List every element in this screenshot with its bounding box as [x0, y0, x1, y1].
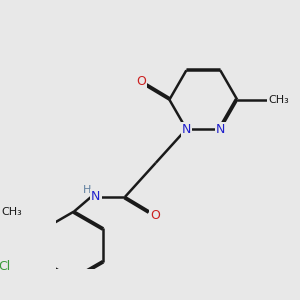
- Text: CH₃: CH₃: [268, 95, 289, 105]
- Text: CH₃: CH₃: [1, 207, 22, 217]
- Text: Cl: Cl: [0, 260, 11, 273]
- Text: N: N: [91, 190, 101, 203]
- Text: N: N: [216, 123, 225, 136]
- Text: O: O: [136, 75, 146, 88]
- Text: N: N: [182, 123, 191, 136]
- Text: H: H: [83, 185, 91, 195]
- Text: O: O: [150, 209, 160, 222]
